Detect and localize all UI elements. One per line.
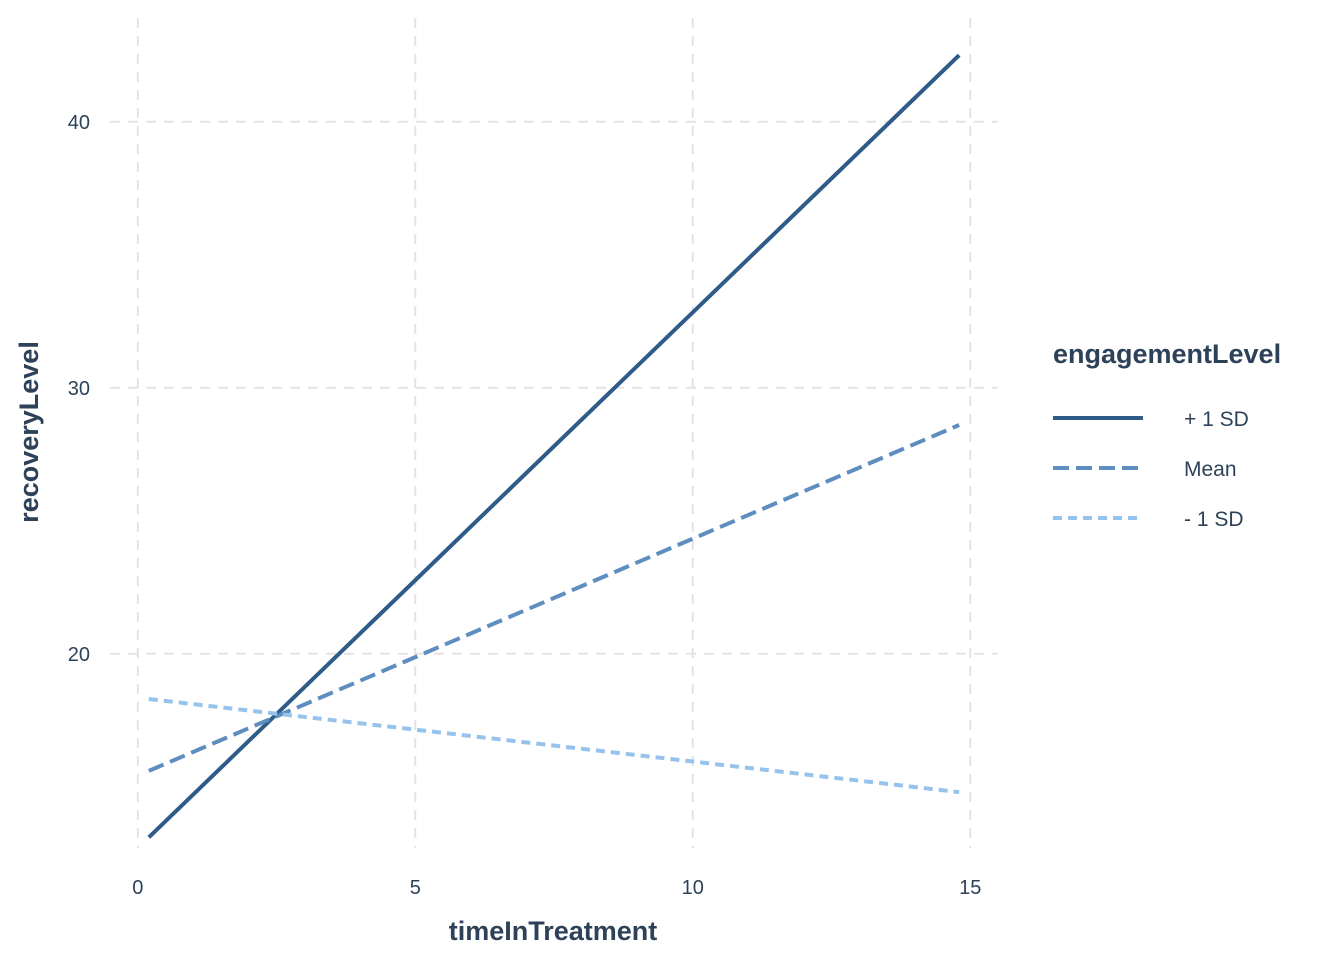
x-tick-label-5: 5	[410, 877, 421, 899]
x-tick-label-10: 10	[682, 877, 704, 899]
x-tick-label-15: 15	[959, 877, 981, 899]
y-tick-label-20: 20	[68, 644, 90, 666]
x-tick-label-0: 0	[132, 877, 143, 899]
tick-labels: 0 5 10 15 20 30 40	[68, 112, 982, 899]
legend-label-2: - 1 SD	[1184, 508, 1244, 531]
series-lines	[147, 53, 961, 839]
legend-label-0: + 1 SD	[1184, 408, 1249, 431]
y-axis-title: recoveryLevel	[14, 341, 44, 523]
grid-lines	[110, 18, 998, 848]
x-axis-title: timeInTreatment	[449, 916, 658, 946]
y-tick-label-30: 30	[68, 378, 90, 400]
legend-title: engagementLevel	[1053, 339, 1281, 369]
legend: engagementLevel + 1 SD Mean - 1 SD	[1053, 339, 1281, 531]
y-tick-label-40: 40	[68, 112, 90, 134]
series-line-0	[147, 53, 961, 839]
legend-label-1: Mean	[1184, 458, 1237, 481]
series-line-2	[148, 697, 960, 795]
